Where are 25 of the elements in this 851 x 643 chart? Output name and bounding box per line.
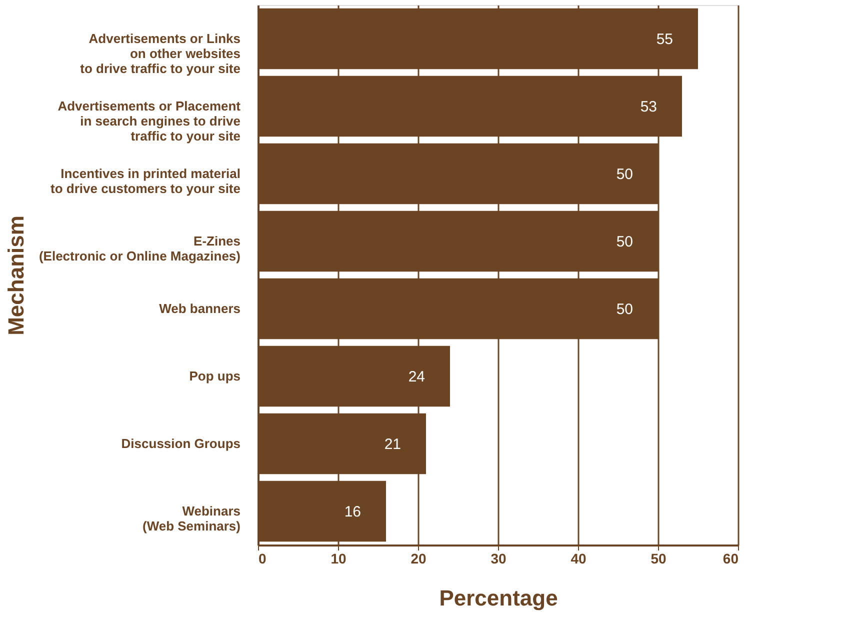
data-label: 24: [408, 368, 425, 386]
y-tick-label: Advertisements or Links on other websites to drive traffic to your site: [80, 30, 240, 76]
y-tick-label: Webinars (Web Seminars): [142, 503, 240, 534]
y-tick-label: Discussion Groups: [121, 436, 240, 451]
data-label: 50: [616, 233, 633, 250]
y-tick-label: Advertisements or Placement in search engines to drive traffic to your site: [58, 98, 242, 144]
data-label: 50: [616, 166, 633, 183]
x-tick-label: 40: [570, 550, 586, 566]
data-label: 21: [384, 436, 401, 453]
data-label: 55: [656, 30, 673, 48]
y-tick-label: E-Zines (Electronic or Online Magazines): [38, 233, 240, 264]
x-tick-label: 20: [410, 550, 426, 566]
y-tick-label: Incentives in printed material to drive customers to your site: [50, 166, 240, 196]
data-label: 50: [616, 300, 633, 318]
y-tick-label: Web banners: [159, 300, 240, 316]
x-tick-label: 30: [490, 550, 506, 566]
x-tick-label: 10: [330, 550, 346, 566]
data-label: 16: [344, 503, 361, 520]
data-label: 53: [640, 98, 657, 116]
x-tick-label: 60: [722, 550, 739, 566]
y-tick-label: Pop ups: [189, 368, 240, 384]
x-tick-label: 0: [258, 550, 266, 566]
x-axis-title: Percentage: [439, 586, 558, 610]
x-tick-label: 50: [650, 550, 666, 566]
y-axis-title: Mechanism: [4, 216, 28, 336]
